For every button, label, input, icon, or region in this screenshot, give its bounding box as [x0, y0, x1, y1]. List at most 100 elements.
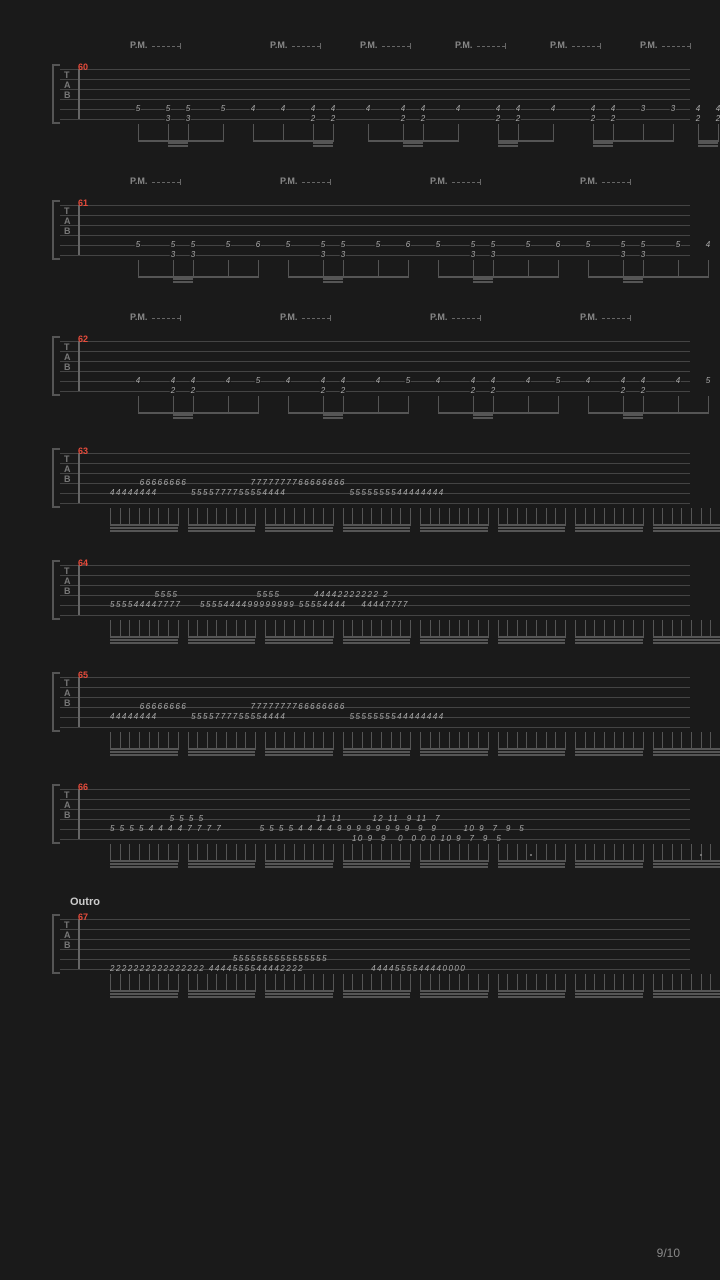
note-stem — [708, 260, 709, 278]
beam — [420, 748, 488, 750]
measure-number: 60 — [78, 62, 88, 72]
tab-clef: TAB — [64, 70, 71, 100]
measure-number: 65 — [78, 670, 88, 680]
beam — [343, 751, 411, 753]
note-stem — [223, 124, 224, 142]
fret-number: 3 — [320, 251, 326, 259]
fret-number: 3 — [185, 115, 191, 123]
beam — [343, 530, 411, 532]
beam — [498, 636, 566, 638]
note-stem — [178, 620, 179, 638]
note-stem — [558, 396, 559, 414]
staff-line — [60, 341, 690, 342]
beam — [498, 145, 518, 147]
fret-number: 2 — [640, 387, 646, 395]
note-stem — [488, 732, 489, 750]
palm-mute-dash — [477, 46, 505, 47]
staff-line — [60, 799, 690, 800]
beam — [323, 414, 343, 416]
beam — [343, 996, 411, 998]
fret-number: 5 — [470, 241, 476, 249]
beam — [343, 993, 411, 995]
fret-number: 4 — [620, 377, 626, 385]
beam-area — [60, 844, 690, 868]
tab-fret-run: 44444444 5555777755554444 55555555444444… — [110, 488, 445, 497]
fret-number: 5 — [340, 241, 346, 249]
beam — [575, 754, 643, 756]
fret-number: 3 — [470, 251, 476, 259]
note-stem — [255, 732, 256, 750]
fret-number: 4 — [585, 377, 591, 385]
fret-number: 5 — [165, 105, 171, 113]
fret-number: 2 — [310, 115, 316, 123]
fret-number: 2 — [320, 387, 326, 395]
palm-mute-label: P.M. — [130, 40, 147, 50]
fret-number: 3 — [490, 251, 496, 259]
beam — [110, 996, 178, 998]
note-stem — [178, 974, 179, 992]
staff-line — [60, 615, 690, 616]
palm-mute-row: P.M.P.M.P.M.P.M.P.M.P.M. — [30, 40, 690, 60]
measure: P.M.P.M.P.M.P.M.P.M.P.M.60TAB55353544424… — [30, 40, 690, 148]
tab-staff: TAB 66666666 777777776666666644444444 55… — [60, 448, 690, 508]
beam — [575, 860, 643, 862]
palm-mute-end — [180, 315, 181, 321]
beam — [653, 993, 720, 995]
beam — [653, 524, 720, 526]
measure-number: 66 — [78, 782, 88, 792]
beam — [188, 860, 256, 862]
staff-line — [60, 351, 690, 352]
palm-mute-label: P.M. — [280, 176, 297, 186]
beam — [575, 636, 643, 638]
beam — [265, 993, 333, 995]
staff-line — [60, 565, 690, 566]
fret-number: 5 — [620, 241, 626, 249]
palm-mute-end — [480, 315, 481, 321]
beam — [498, 993, 566, 995]
fret-number: 5 — [255, 377, 261, 385]
fret-number: 2 — [400, 115, 406, 123]
fret-number: 4 — [250, 105, 256, 113]
beam — [188, 636, 256, 638]
beam — [188, 748, 256, 750]
palm-mute-end — [330, 179, 331, 185]
beam — [110, 990, 178, 992]
staff-line — [60, 255, 690, 256]
beam — [313, 145, 333, 147]
fret-number: 4 — [525, 377, 531, 385]
staff-line — [60, 89, 690, 90]
staff-line — [60, 463, 690, 464]
beam — [575, 996, 643, 998]
beam — [575, 639, 643, 641]
beam — [498, 866, 566, 868]
fret-number: 4 — [170, 377, 176, 385]
palm-mute-dash — [152, 46, 180, 47]
beam-area — [60, 508, 690, 532]
beam — [593, 142, 613, 144]
rhythm-dot — [700, 854, 702, 856]
beam — [110, 639, 178, 641]
beam — [498, 996, 566, 998]
fret-number: 4 — [435, 377, 441, 385]
fret-number: 4 — [495, 105, 501, 113]
tab-clef: TAB — [64, 206, 71, 236]
beam — [420, 996, 488, 998]
tab-clef: TAB — [64, 342, 71, 372]
beam — [188, 866, 256, 868]
fret-number: 5 — [320, 241, 326, 249]
beam — [110, 751, 178, 753]
note-stem — [255, 844, 256, 862]
note-stem — [488, 508, 489, 526]
beam — [438, 412, 558, 414]
staff-line — [60, 69, 690, 70]
beam — [110, 866, 178, 868]
palm-mute-dash — [572, 46, 600, 47]
beam — [343, 754, 411, 756]
beam — [653, 754, 720, 756]
fret-number: 4 — [640, 377, 646, 385]
beam — [265, 636, 333, 638]
beam — [188, 751, 256, 753]
beam — [403, 145, 423, 147]
fret-number: 6 — [405, 241, 411, 249]
beam — [420, 642, 488, 644]
